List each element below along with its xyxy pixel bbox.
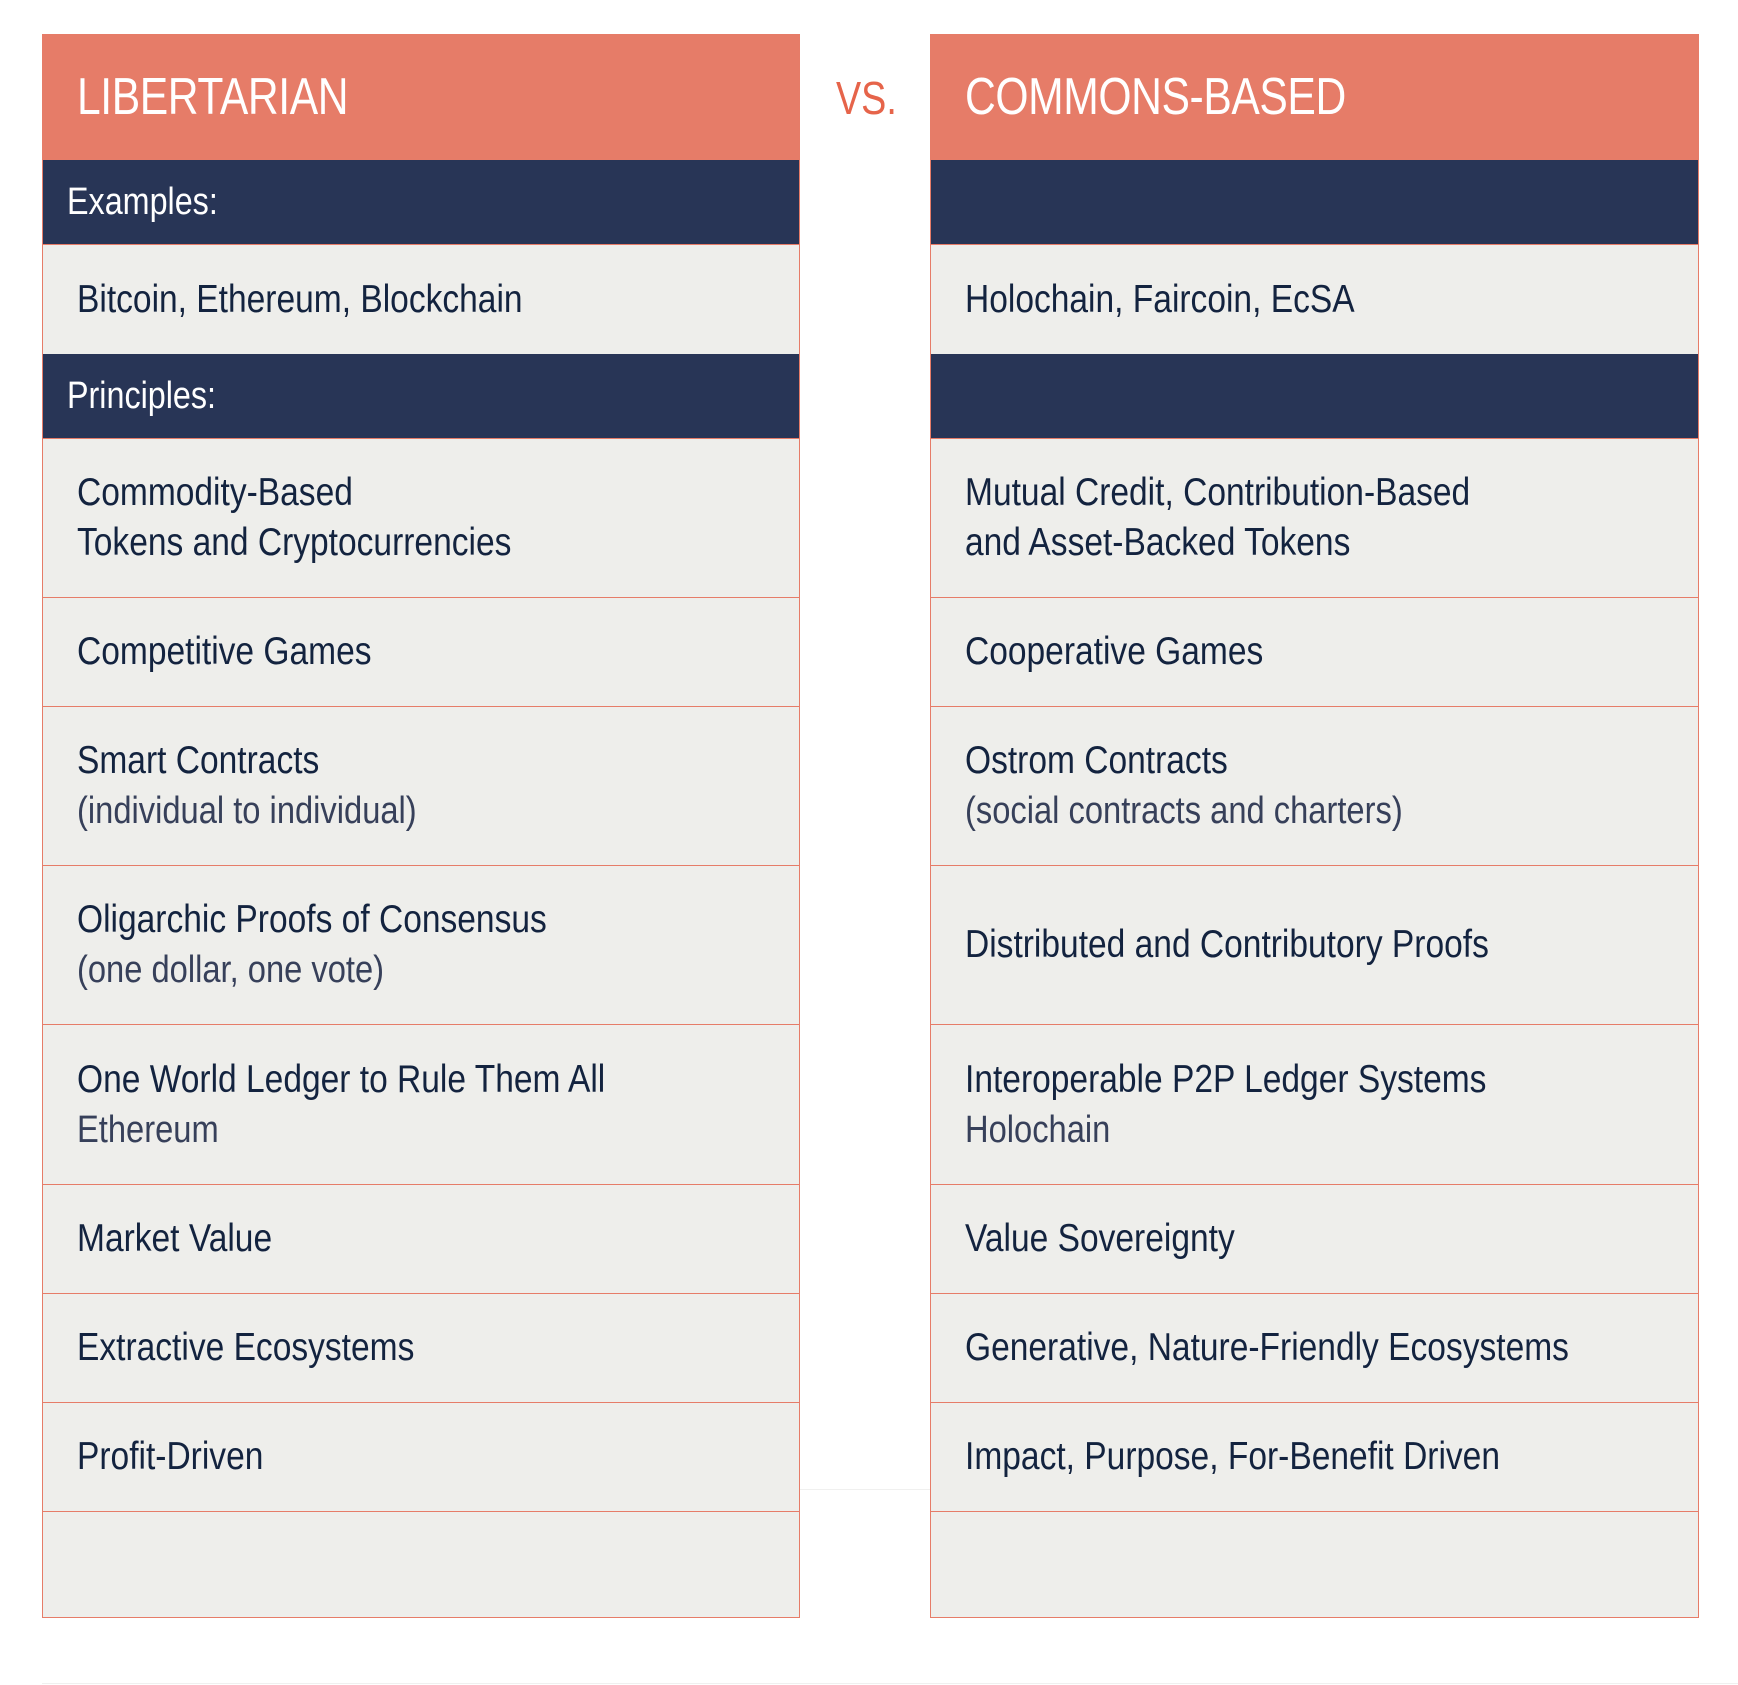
empty-row xyxy=(43,1511,799,1618)
principle-row: Oligarchic Proofs of Consensus (one doll… xyxy=(43,865,799,1024)
examples-section-bar: Examples: xyxy=(43,160,799,244)
principle-row: Distributed and Contributory Proofs xyxy=(931,865,1698,1024)
principle-row: Competitive Games xyxy=(43,597,799,706)
principle-row: Cooperative Games xyxy=(931,597,1698,706)
column-title: LIBERTARIAN xyxy=(43,35,799,160)
principle-row: Ostrom Contracts (social contracts and c… xyxy=(931,706,1698,865)
principles-section-bar xyxy=(931,354,1698,438)
principle-row: Interoperable P2P Ledger Systems Holocha… xyxy=(931,1024,1698,1184)
empty-row xyxy=(931,1511,1698,1618)
principle-row: Profit-Driven xyxy=(43,1402,799,1511)
principle-row: Extractive Ecosystems xyxy=(43,1293,799,1402)
examples-row: Holochain, Faircoin, EcSA xyxy=(931,244,1698,354)
principle-row: One World Ledger to Rule Them All Ethere… xyxy=(43,1024,799,1184)
divider xyxy=(42,1683,1738,1684)
commons-based-column: COMMONS-BASED Holochain, Faircoin, EcSA … xyxy=(930,34,1699,1618)
vs-label: VS. xyxy=(836,72,897,124)
examples-section-bar xyxy=(931,160,1698,244)
principle-row: Value Sovereignty xyxy=(931,1184,1698,1293)
principle-row: Commodity-Based Tokens and Cryptocurrenc… xyxy=(43,438,799,597)
column-title: COMMONS-BASED xyxy=(931,35,1698,160)
principle-row: Mutual Credit, Contribution-Based and As… xyxy=(931,438,1698,597)
divider xyxy=(800,1489,930,1490)
examples-row: Bitcoin, Ethereum, Blockchain xyxy=(43,244,799,354)
principle-row: Impact, Purpose, For-Benefit Driven xyxy=(931,1402,1698,1511)
principle-row: Smart Contracts (individual to individua… xyxy=(43,706,799,865)
principles-section-bar: Principles: xyxy=(43,354,799,438)
libertarian-column: LIBERTARIAN Examples: Bitcoin, Ethereum,… xyxy=(42,34,800,1618)
principle-row: Generative, Nature-Friendly Ecosystems xyxy=(931,1293,1698,1402)
principle-row: Market Value xyxy=(43,1184,799,1293)
